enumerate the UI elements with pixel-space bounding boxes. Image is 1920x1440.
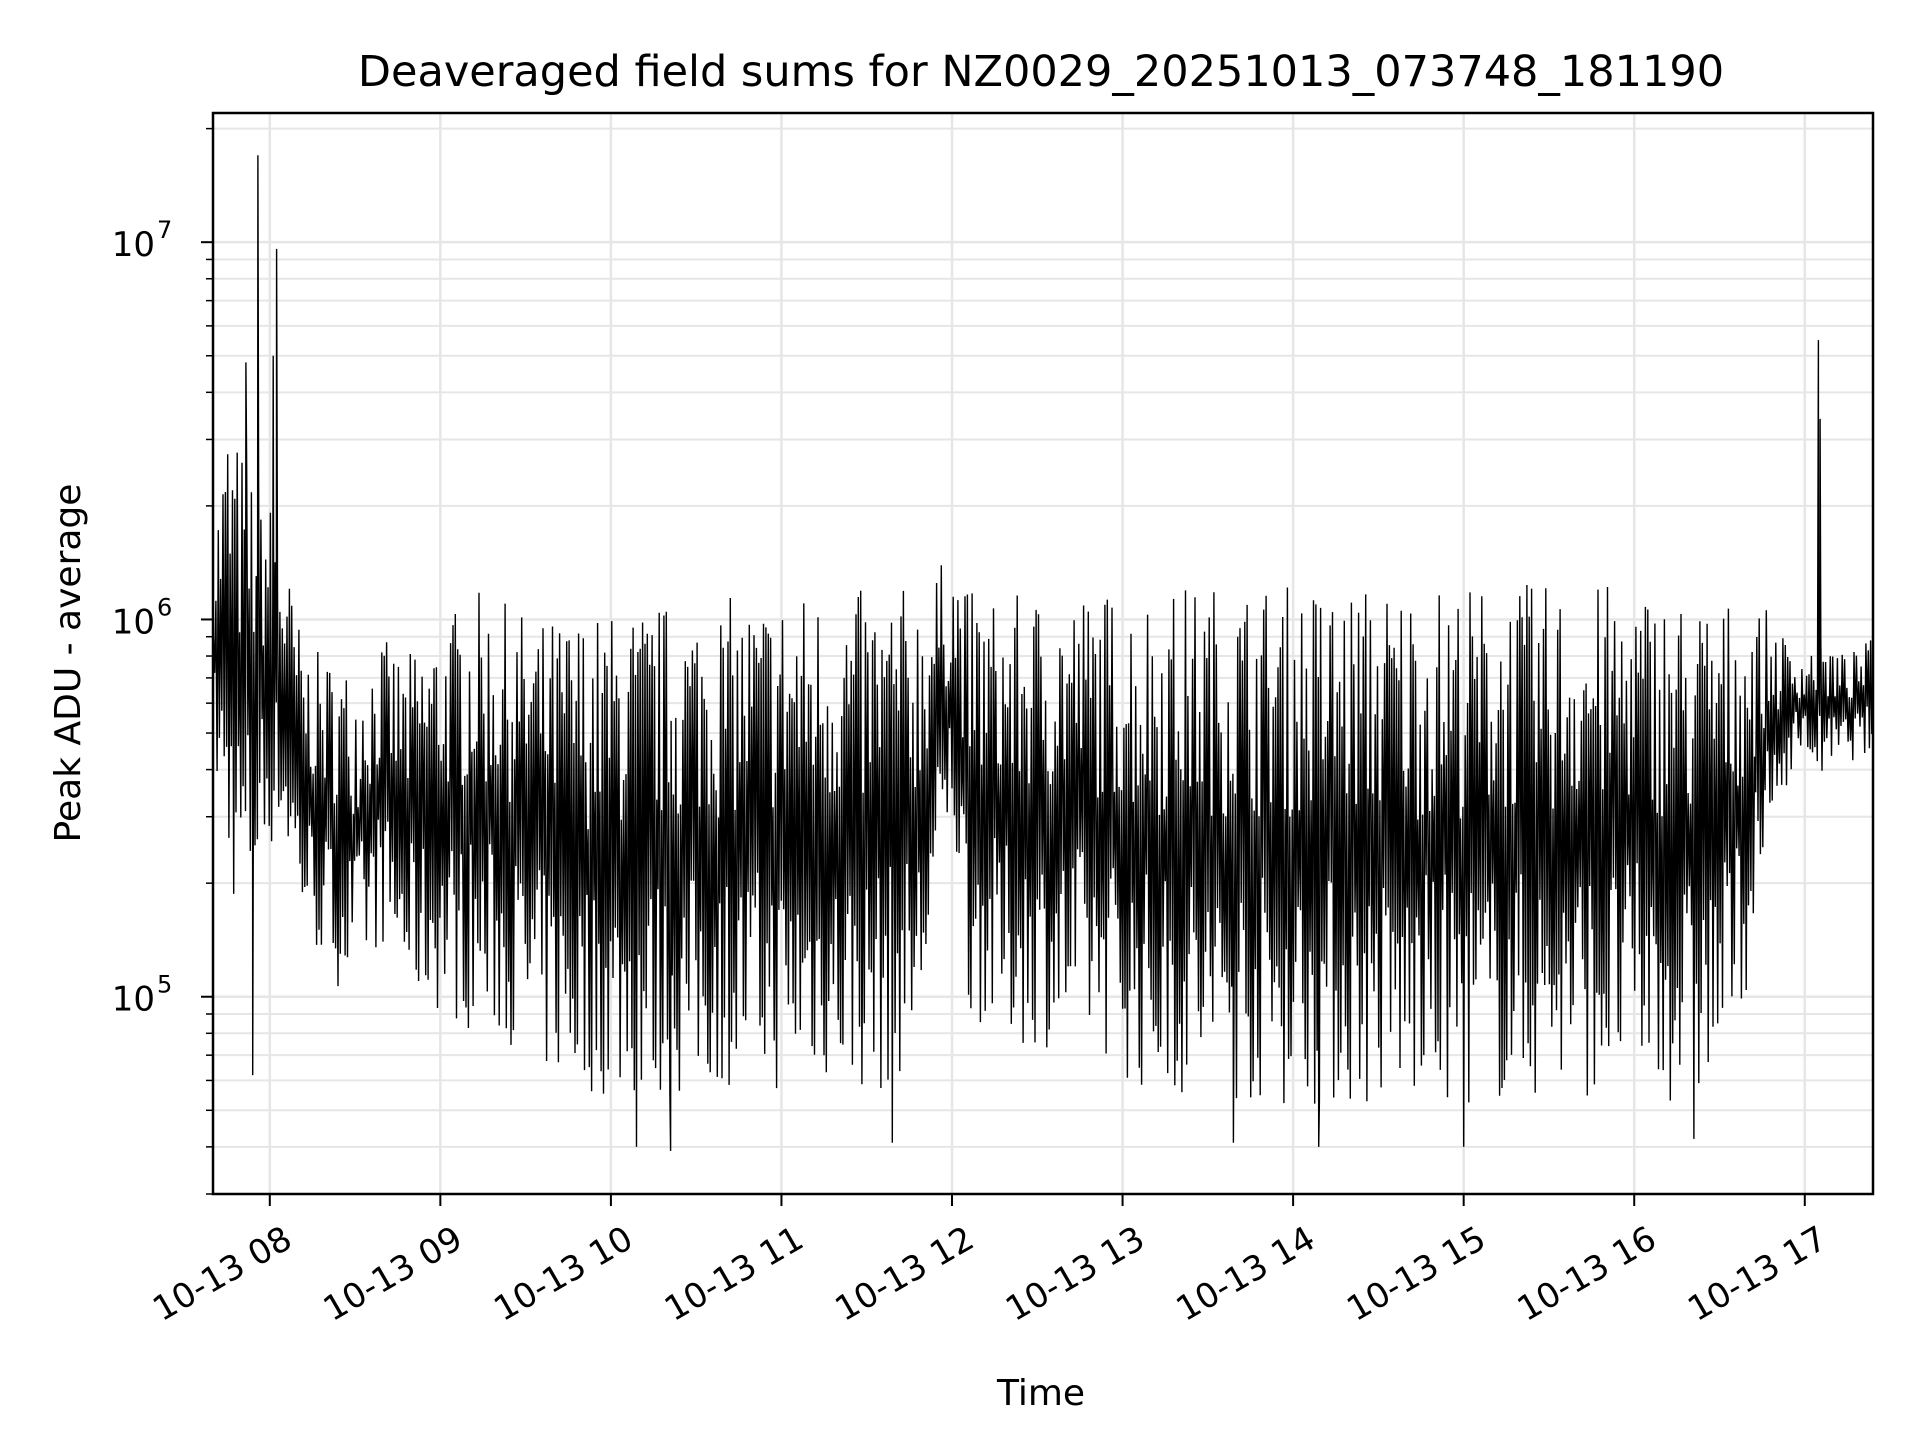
y-tick-exponent: 7 (157, 216, 172, 244)
y-axis-label: Peak ADU - average (48, 484, 89, 843)
plot-frame (211, 111, 1875, 1196)
x-tick-label: 10-13 16 (1511, 1219, 1663, 1330)
chart-title: Deaveraged field sums for NZ0029_2025101… (358, 47, 1724, 97)
grid (213, 113, 1873, 1195)
x-tick-label: 10-13 10 (487, 1219, 639, 1330)
x-axis: 10-13 08 10-13 09 10-13 10 10-13 11 10-13 12… (146, 1194, 1834, 1330)
y-tick-label: 10 (112, 225, 155, 265)
x-tick-label: 10-13 14 (1170, 1219, 1322, 1330)
x-tick-label: 10-13 11 (658, 1219, 810, 1330)
x-tick-label: 10-13 15 (1340, 1219, 1492, 1330)
x-tick-label: 10-13 17 (1681, 1219, 1833, 1330)
data-series-line (213, 155, 1873, 1152)
y-tick-exponent: 6 (157, 593, 172, 621)
x-tick-label: 10-13 13 (999, 1219, 1151, 1330)
x-tick-label: 10-13 12 (829, 1219, 981, 1330)
x-tick-label: 10-13 09 (317, 1219, 469, 1330)
y-tick-label: 10 (112, 602, 155, 642)
x-axis-label: Time (996, 1373, 1085, 1414)
x-tick-label: 10-13 08 (146, 1219, 298, 1330)
y-tick-exponent: 5 (157, 971, 172, 999)
y-tick-label: 10 (112, 980, 155, 1020)
